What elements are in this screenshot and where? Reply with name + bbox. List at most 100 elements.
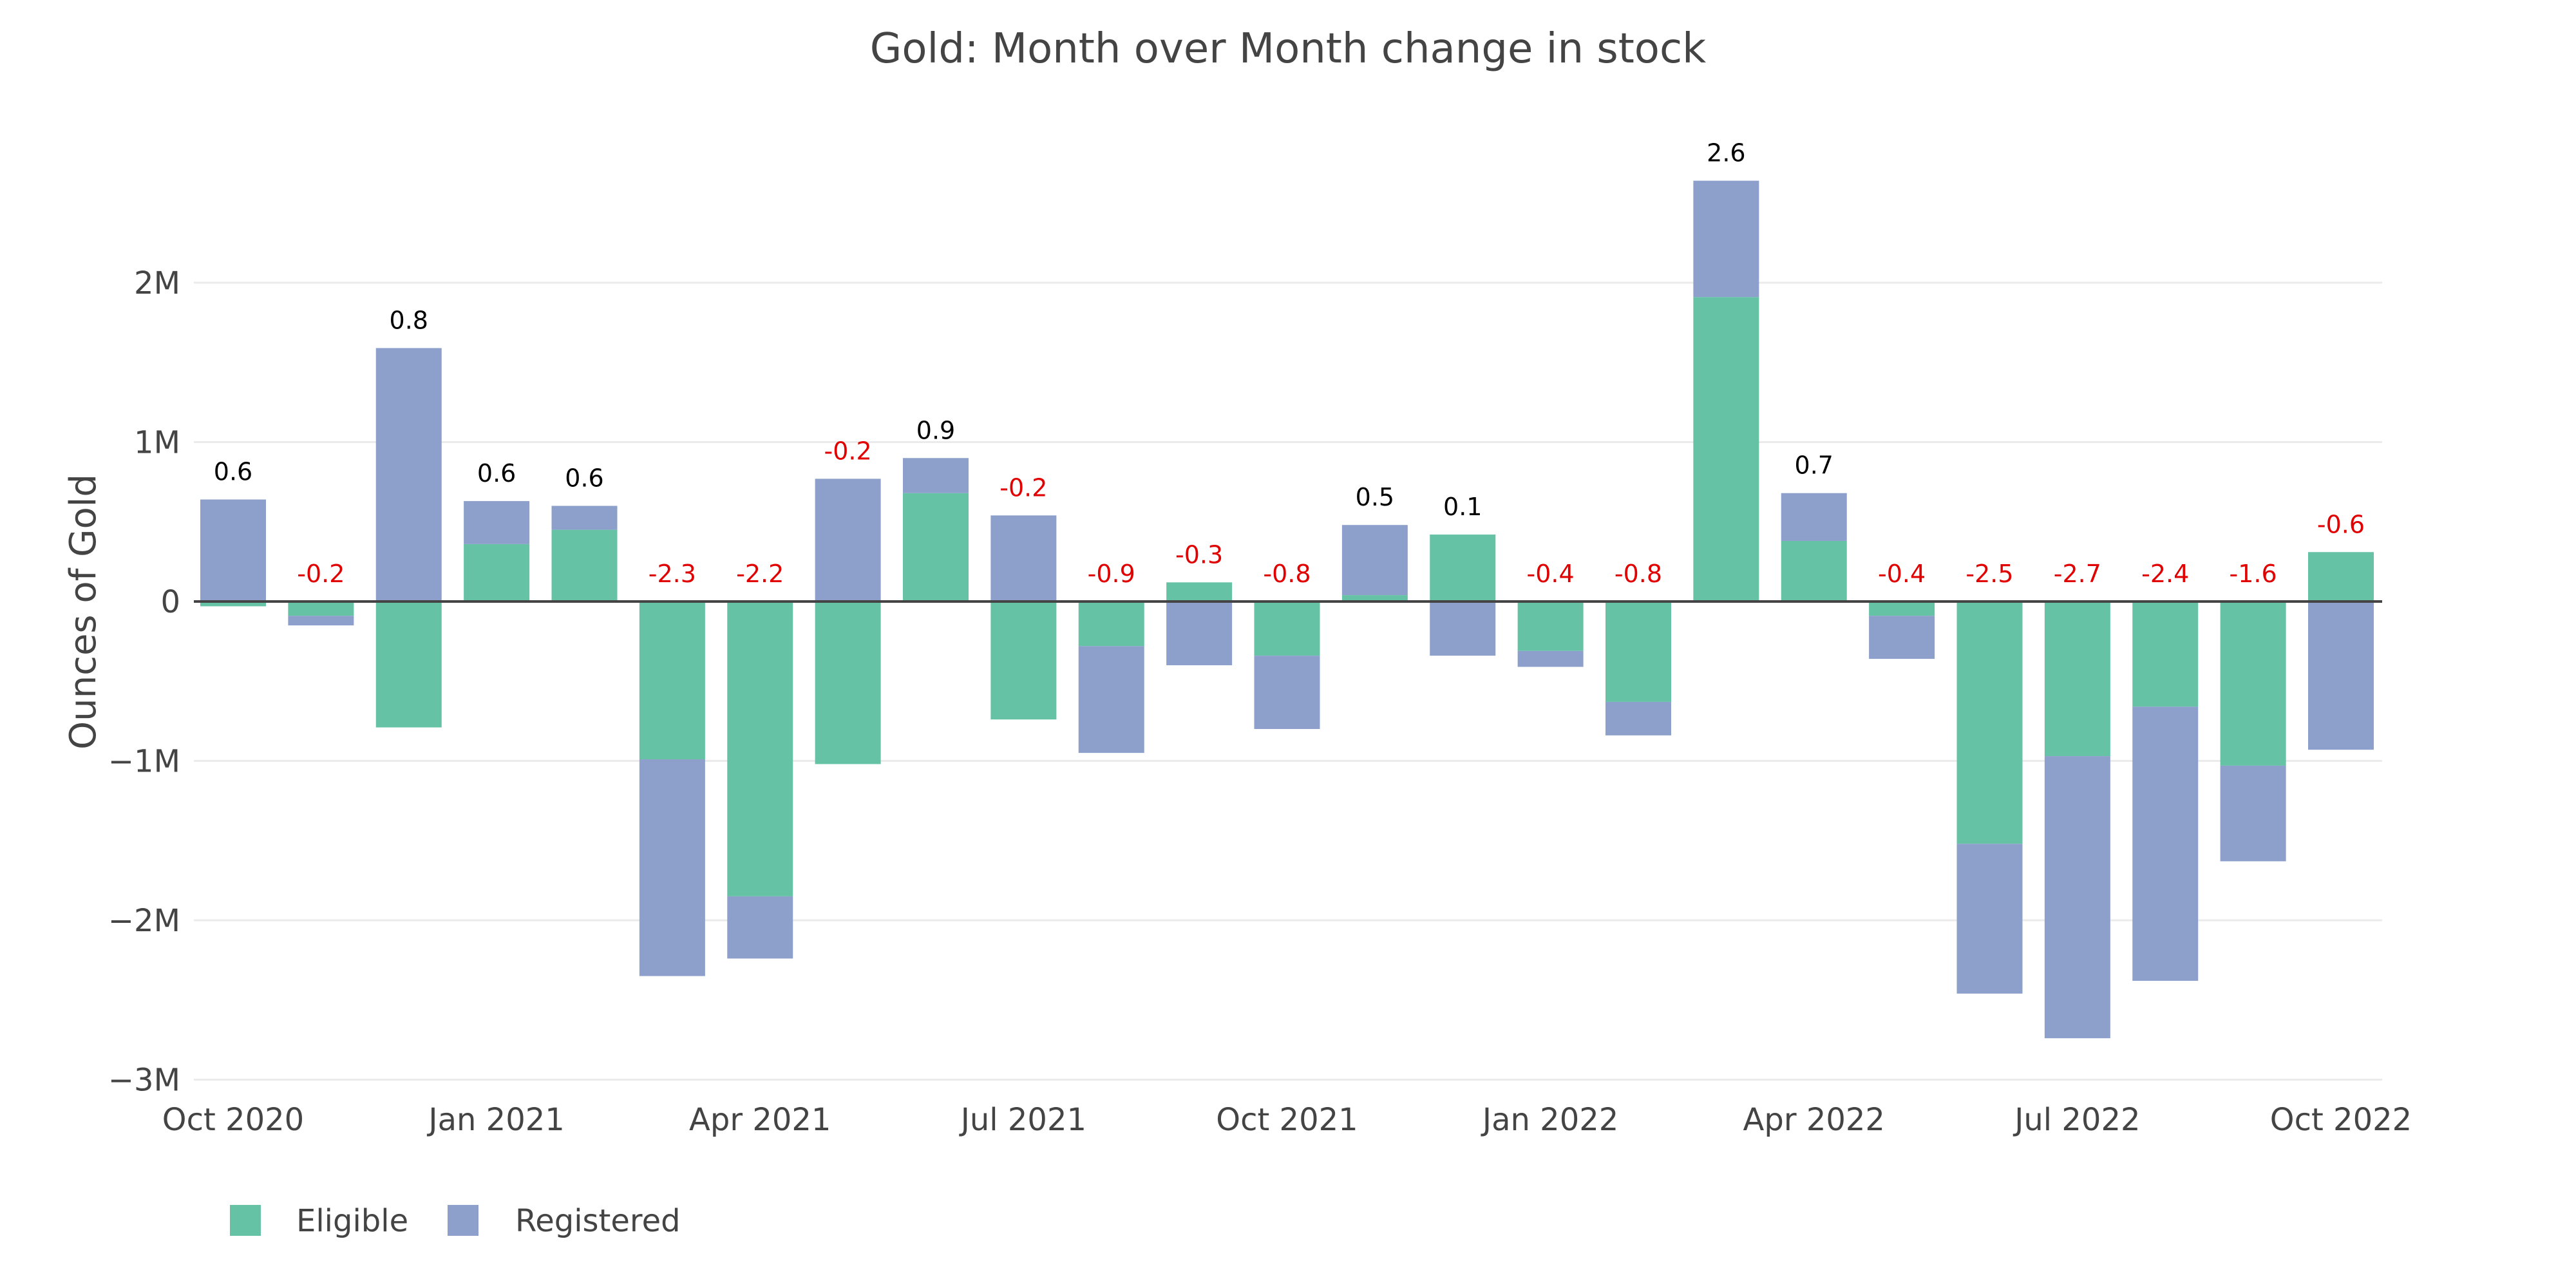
bar-eligible (1254, 601, 1320, 656)
total-label: -0.9 (1088, 560, 1135, 588)
bar-eligible (727, 601, 793, 896)
bar-registered (2308, 601, 2374, 750)
total-label: 0.7 (1795, 451, 1833, 480)
total-label: -0.4 (1527, 560, 1575, 588)
x-tick-label: Jan 2021 (426, 1102, 564, 1138)
bar-eligible (2132, 601, 2199, 707)
legend-swatch-registered (448, 1205, 478, 1236)
y-axis-title: Ounces of Gold (62, 474, 104, 750)
bar-registered (1781, 493, 1847, 541)
bar-registered (1693, 180, 1759, 298)
x-tick-label: Apr 2022 (1743, 1102, 1885, 1138)
bar-eligible (2220, 601, 2286, 766)
bar-registered (1956, 844, 2023, 994)
bar-eligible (288, 601, 354, 616)
total-label: -2.4 (2141, 560, 2189, 588)
bar-registered (1517, 650, 1584, 667)
y-tick-label: 2M (134, 265, 180, 301)
total-label: -2.2 (736, 560, 784, 588)
bar-eligible (903, 493, 969, 601)
legend-swatch-eligible (230, 1205, 261, 1236)
bar-eligible (1166, 582, 1233, 601)
legend-item-eligible[interactable]: Eligible (230, 1203, 408, 1239)
total-label: -2.3 (649, 560, 696, 588)
bar-eligible (551, 529, 618, 601)
bar-eligible (1517, 601, 1584, 651)
y-tick-label: 1M (134, 425, 180, 461)
bar-eligible (1605, 601, 1671, 702)
bar-eligible (2308, 552, 2374, 601)
y-tick-label: −3M (108, 1063, 180, 1099)
bar-registered (2220, 765, 2286, 862)
x-tick-label: Oct 2021 (1216, 1102, 1358, 1138)
bar-eligible (1078, 601, 1144, 647)
y-tick-label: −2M (108, 903, 180, 939)
bar-eligible (2044, 601, 2110, 757)
bar-registered (2044, 756, 2110, 1039)
total-label: -2.5 (1965, 560, 2013, 588)
x-tick-label: Jul 2021 (959, 1102, 1086, 1138)
bar-registered (727, 896, 793, 959)
bar-registered (375, 348, 442, 601)
bar-registered (1341, 525, 1408, 596)
total-label: -0.8 (1615, 560, 1662, 588)
total-label: 0.6 (214, 458, 252, 486)
bar-eligible (990, 601, 1057, 720)
bars (200, 180, 2374, 1039)
y-tick-label: −1M (108, 744, 180, 780)
total-label: -0.2 (999, 473, 1047, 502)
bar-eligible (200, 601, 266, 607)
total-label: 0.9 (916, 416, 955, 444)
bar-eligible (1781, 540, 1847, 601)
bar-registered (200, 499, 266, 601)
bar-registered (990, 515, 1057, 601)
bar-registered (2132, 706, 2199, 981)
legend-label-registered: Registered (515, 1203, 681, 1239)
y-tick-label: 0 (160, 584, 180, 620)
total-label: -0.3 (1175, 540, 1223, 569)
bar-eligible (1956, 601, 2023, 844)
bar-eligible (1430, 535, 1496, 601)
bar-registered (639, 759, 705, 976)
bar-eligible (375, 601, 442, 728)
x-axis: Oct 2020 Jan 2021 Apr 2021 Jul 2021 Oct 2021… (162, 1102, 2412, 1138)
bar-registered (551, 506, 618, 530)
bar-registered (464, 501, 530, 544)
total-labels: 0.6 -0.2 0.8 0.6 0.6 -2.3 -2.2 -0.2 0.9 -0.2 -0.9 -… (214, 139, 2365, 588)
total-label: -1.6 (2230, 560, 2277, 588)
total-label: 2.6 (1707, 139, 1745, 167)
y-axis: 2M 1M 0 −1M −2M −3M (108, 265, 180, 1099)
bar-registered (1430, 601, 1496, 656)
x-tick-label: Oct 2020 (162, 1102, 304, 1138)
bar-eligible (1341, 595, 1408, 601)
x-tick-label: Apr 2021 (689, 1102, 831, 1138)
bar-registered (903, 458, 969, 493)
bar-registered (1869, 616, 1935, 659)
bar-eligible (815, 601, 881, 764)
x-tick-label: Jul 2022 (2012, 1102, 2140, 1138)
total-label: -0.6 (2317, 510, 2365, 538)
total-label: -2.7 (2054, 560, 2101, 588)
total-label: 0.6 (477, 459, 516, 488)
total-label: 0.6 (565, 464, 603, 493)
total-label: 0.8 (390, 306, 428, 334)
bar-registered (1166, 601, 1233, 665)
bar-eligible (1869, 601, 1935, 616)
total-label: 0.5 (1356, 483, 1394, 511)
legend-item-registered[interactable]: Registered (448, 1203, 681, 1239)
bar-eligible (464, 544, 530, 601)
bar-registered (288, 616, 354, 626)
chart-title: Gold: Month over Month change in stock (870, 25, 1706, 73)
bar-eligible (639, 601, 705, 760)
bar-registered (815, 478, 881, 601)
total-label: -0.4 (1878, 560, 1926, 588)
bar-registered (1254, 656, 1320, 729)
x-tick-label: Jan 2022 (1481, 1102, 1618, 1138)
x-tick-label: Oct 2022 (2270, 1102, 2412, 1138)
legend-label-eligible: Eligible (296, 1203, 408, 1239)
bar-registered (1078, 646, 1144, 753)
legend: Eligible Registered (230, 1203, 681, 1239)
bar-registered (1605, 701, 1671, 735)
total-label: -0.8 (1263, 560, 1311, 588)
